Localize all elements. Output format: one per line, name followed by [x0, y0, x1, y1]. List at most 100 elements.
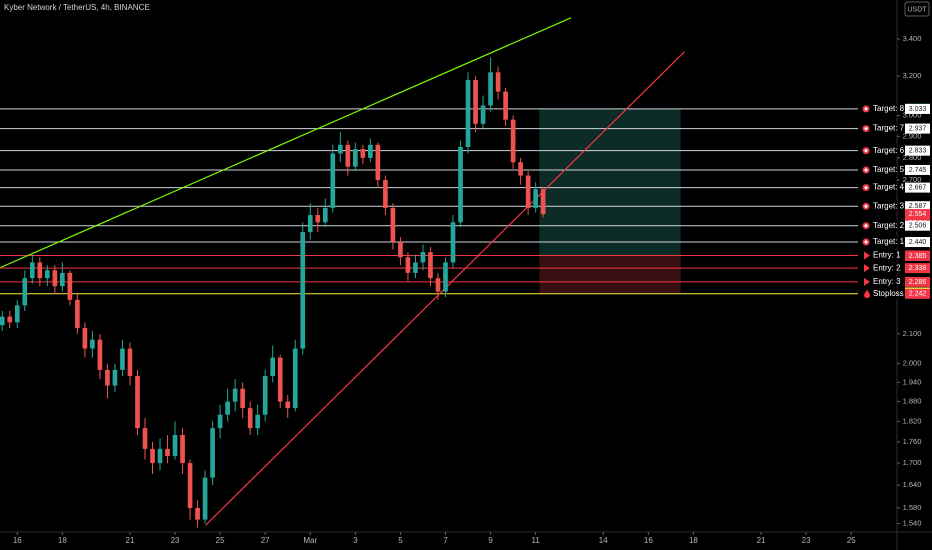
price-label-bg [905, 201, 930, 212]
candle-body [45, 270, 50, 279]
candle-body [22, 278, 28, 306]
x-tick-label: 23 [802, 536, 811, 545]
price-label: 2.554 [909, 211, 927, 218]
price-label: 2.745 [909, 167, 927, 174]
candle-body [345, 144, 351, 167]
candle-body [75, 299, 80, 329]
candle-body [292, 348, 298, 409]
level-label: Target: 7 [873, 124, 905, 133]
x-tick-label: 25 [847, 536, 856, 545]
candle-body [150, 448, 155, 464]
y-tick-label: 3.400 [903, 34, 922, 43]
entry-icon [864, 251, 870, 260]
x-tick-label: 23 [171, 536, 180, 545]
price-label-bg [905, 123, 930, 134]
y-tick-label: 1.940 [903, 377, 922, 386]
y-tick-label: 1.700 [903, 458, 922, 467]
candle-body [285, 401, 291, 409]
currency-box[interactable] [904, 1, 930, 17]
candle-body [533, 189, 538, 208]
level-label: Entry: 3 [873, 277, 901, 286]
plot-area [0, 17, 897, 528]
candle-body [390, 207, 396, 243]
level-label: Target: 1 [873, 237, 905, 246]
candle-body [525, 175, 531, 208]
level-label: Target: 5 [873, 165, 905, 174]
price-label-bg [905, 164, 930, 175]
level-label: Target: 3 [873, 201, 905, 210]
candle-body [540, 189, 546, 215]
candle-body [112, 369, 118, 386]
candle-body [465, 79, 471, 147]
x-tick-label: 18 [58, 536, 67, 545]
chart-title: Kyber Network / TetherUS, 4h, BINANCE [4, 3, 150, 12]
candle-body [277, 357, 283, 402]
candle-body [82, 328, 88, 349]
price-label: 2.242 [909, 291, 927, 298]
x-tick-label: 3 [353, 536, 358, 545]
price-label: 2.385 [909, 253, 927, 260]
price-label: 2.937 [909, 125, 927, 132]
y-tick-label: 1.540 [903, 519, 922, 528]
x-tick-label: 25 [216, 536, 225, 545]
x-tick-label: 7 [443, 536, 448, 545]
y-tick-label: 3.000 [903, 111, 922, 120]
candle-body [105, 369, 110, 386]
candle-body [450, 222, 456, 263]
candle-body [435, 278, 441, 292]
level-label: Target: 2 [873, 221, 905, 230]
candle-body [368, 144, 373, 158]
level-label: Target: 4 [873, 183, 905, 192]
candle-body [172, 434, 178, 456]
candle-body [232, 388, 238, 402]
candle-body [337, 144, 343, 154]
level-label: Target: 6 [873, 146, 905, 155]
candle-body [398, 242, 403, 258]
x-tick-label: 18 [689, 536, 698, 545]
y-tick-label: 1.820 [903, 416, 922, 425]
candle-body [7, 316, 13, 323]
target-icon [864, 168, 868, 172]
target-icon [864, 204, 868, 208]
candle-body [0, 316, 5, 326]
y-tick-label: 2.800 [903, 153, 922, 162]
y-tick-label: 2.700 [903, 175, 922, 184]
candle-body [353, 149, 358, 167]
candle-body [210, 428, 215, 478]
candle-body [60, 272, 65, 287]
profit-zone [539, 108, 681, 256]
entry-icon [864, 264, 870, 273]
level-label-bg [858, 275, 897, 288]
candle-body [247, 408, 253, 429]
y-tick-label: 1.640 [903, 480, 922, 489]
candle-body [322, 207, 328, 223]
candle-body [135, 376, 140, 429]
level-label-bg [858, 262, 897, 275]
candle-body [458, 146, 463, 223]
candle-body [120, 348, 125, 370]
candle-body [240, 388, 245, 409]
candle-body [14, 305, 20, 323]
target-icon [864, 149, 868, 153]
candle-body [262, 376, 268, 415]
price-label: 2.286 [909, 279, 927, 286]
stop-icon [864, 289, 870, 299]
candle-body [518, 162, 523, 176]
y-tick-label: 1.880 [903, 397, 922, 406]
currency-label: USDT [907, 6, 927, 13]
price-label-bg [905, 220, 930, 231]
candle-body [195, 507, 200, 520]
candle-body [405, 257, 411, 273]
candle-body [315, 215, 321, 223]
candle-body [142, 428, 148, 449]
target-icon [864, 127, 868, 131]
candle-body [157, 448, 163, 464]
price-label-bg [905, 237, 930, 248]
candle-body [428, 252, 433, 279]
price-label-bg [905, 145, 930, 156]
y-tick-label: 3.200 [903, 71, 922, 80]
candle-body [510, 119, 516, 163]
level-label: Entry: 1 [873, 251, 901, 260]
candle-body [90, 339, 95, 349]
